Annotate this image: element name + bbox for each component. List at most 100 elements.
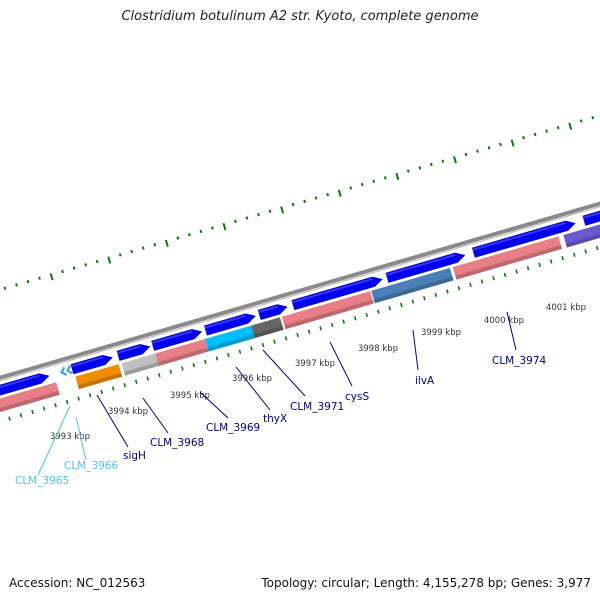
inner-ruler-tick [330,322,334,328]
feature-block[interactable] [0,382,60,413]
gene-leader-line [506,311,517,351]
forward-gene-arrow[interactable] [471,220,576,258]
feature-block-shadow [77,372,123,390]
forward-gene-arrow[interactable] [70,354,113,375]
ruler-label: 3998 kbp [358,344,398,354]
outer-ruler-tick [326,192,330,197]
inner-ruler-tick [434,292,438,298]
inner-ruler-tick [538,262,541,267]
feature-block[interactable] [121,353,159,376]
inner-ruler-tick [296,332,299,338]
outer-ruler-tick [164,239,169,247]
outer-ruler-tick [3,286,7,290]
inner-ruler-tick [54,403,57,408]
forward-gene-arrow[interactable] [204,313,256,336]
inner-ruler-tick [181,366,184,371]
accession-label: Accession: NC_012563 [9,576,146,590]
gene-label[interactable]: CLM_3968 [150,437,204,449]
gene-label[interactable]: CLM_3966 [64,460,119,472]
inner-ruler-tick [204,359,207,364]
forward-gene-arrow[interactable] [291,276,383,311]
feature-block[interactable] [155,339,209,366]
inner-ruler-tick [353,316,357,321]
outer-ruler-tick [187,233,191,237]
map-title: Clostridium botulinum A2 str. Kyoto, com… [121,9,479,24]
inner-ruler-tick [111,386,115,391]
forward-gene-shine [71,356,104,368]
gene-leader-line [37,405,71,476]
outer-ruler-tick [153,243,157,247]
gene-label[interactable]: CLM_3974 [492,355,547,367]
feature-block[interactable] [281,291,374,330]
inner-ruler-tick [561,255,564,261]
inner-ruler-tick [365,312,369,318]
outer-ruler-tick [372,179,376,183]
gene-label[interactable]: ilvA [415,375,435,387]
forward-gene-shine [0,374,40,389]
inner-ruler-tick [399,302,403,308]
inner-ruler-tick [123,383,127,388]
feature-block[interactable] [251,317,284,339]
gene-leader-line [412,329,419,371]
gene-label[interactable]: CLM_3971 [290,401,344,413]
outer-ruler-tick [545,129,548,133]
outer-ruler-tick [395,172,400,181]
inner-ruler-tick [88,393,92,398]
feature-block-shadow [373,276,454,304]
feature-block-shadow [253,325,284,339]
forward-gene-arrow[interactable] [0,373,50,398]
forward-gene-arrow[interactable] [385,252,466,283]
outer-ruler-tick [453,156,457,164]
outer-ruler-tick [568,122,573,130]
outer-ruler-tick [280,206,285,214]
inner-ruler-tick [31,409,34,415]
outer-ruler-tick [337,189,342,197]
outer-ruler-tick [245,216,249,220]
outer-ruler-tick [176,236,180,240]
outer-ruler-tick [360,182,364,187]
outer-ruler-tick [499,142,502,147]
inner-ruler-tick [549,259,553,264]
outer-ruler-tick [487,146,491,150]
outer-ruler-tick [383,176,387,180]
outer-ruler-tick [222,222,227,231]
outer-ruler-tick [118,253,122,257]
forward-gene-shine [386,253,456,276]
forward-gene-arrow[interactable] [151,329,203,351]
feature-block[interactable] [205,325,255,352]
inner-ruler-tick [8,416,11,421]
feature-block[interactable] [75,364,123,390]
inner-ruler-tick [273,339,276,344]
forward-gene-arrow[interactable] [257,304,288,320]
gene-label[interactable]: sigH [123,450,146,462]
gene-label[interactable]: CLM_3969 [206,422,260,434]
inner-ruler-tick [469,282,472,288]
inner-ruler-tick [457,286,461,291]
outer-ruler-tick [429,162,433,167]
gene-label[interactable]: cysS [345,391,369,403]
genome-stats-label: Topology: circular; Length: 4,155,278 bp… [261,576,591,590]
backbone-line [0,201,600,380]
ruler-label: 3995 kbp [170,391,210,401]
ruler-label: 3994 kbp [108,407,148,417]
gene-label[interactable]: thyX [263,413,287,425]
ruler-label: 3999 kbp [421,328,461,338]
inner-ruler-tick [319,326,322,331]
forward-gene-shine [151,330,193,344]
gene-label[interactable]: CLM_3965 [15,475,69,487]
outer-ruler-tick [556,125,560,130]
outer-ruler-tick [291,202,295,207]
forward-gene-arrow[interactable] [116,344,151,361]
outer-ruler-tick [130,249,134,254]
gene-leader-line [142,397,169,434]
forward-gene-shine [292,277,374,304]
outer-ruler-tick [49,273,54,281]
feature-block[interactable] [371,267,454,304]
outer-ruler-tick [211,226,214,230]
feature-block-shadow [455,245,563,280]
feature-block[interactable] [563,214,600,248]
feature-block[interactable] [452,236,563,280]
inner-ruler-tick [65,399,69,405]
inner-ruler-tick [134,379,138,385]
